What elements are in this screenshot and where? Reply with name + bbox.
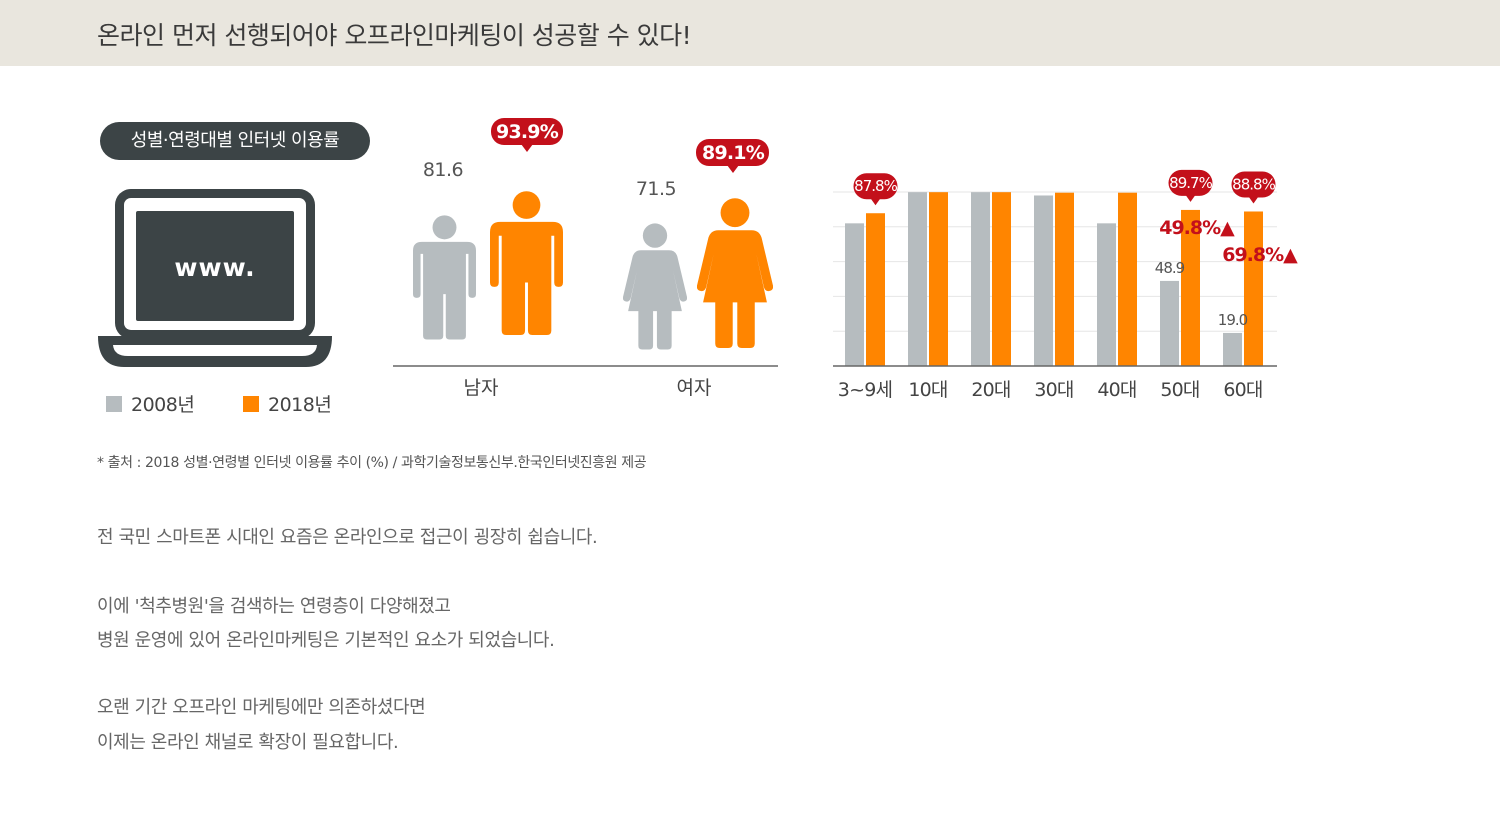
page-title: 온라인 먼저 선행되어야 오프라인마케팅이 성공할 수 있다! [97,21,692,50]
woman-2018-value: 89.1% [702,142,765,164]
legend-2018: 2018년 [243,390,332,417]
bar-value-label: 48.9 [1155,259,1185,277]
body-paragraph-1: 전 국민 스마트폰 시대인 요즘은 온라인으로 접근이 굉장히 쉽습니다. [97,527,598,548]
man-figure-2008 [413,215,476,340]
source-note: * 출처 : 2018 성별·연령별 인터넷 이용률 추이 (%) / 과학기술… [97,455,647,471]
legend-swatch-orange [243,395,259,412]
man-2018-value: 93.9% [496,121,559,143]
woman-2018-callout: 89.1% [696,139,769,173]
bar-2008 [908,192,927,366]
legend-label-2018: 2018년 [268,394,332,416]
bar-value-label: 19.0 [1218,311,1248,329]
callout-value: 87.8% [854,177,897,195]
man-figure-2018 [490,191,563,335]
age-category-label: 3~9세 [838,379,892,401]
bar-2018 [992,192,1011,366]
gender-label-female: 여자 [677,377,712,399]
bar-2018 [1244,211,1263,366]
age-category-label: 30대 [1034,379,1073,401]
bar-2008 [1223,332,1242,366]
callout-value: 89.7% [1169,174,1212,192]
growth-annotation: 49.8%▲ [1159,217,1235,239]
woman-2008-value: 71.5 [636,178,676,200]
bar-2008 [1097,223,1116,366]
bar-2008 [1160,280,1179,366]
age-category-label: 20대 [971,379,1010,401]
gender-label-male: 남자 [464,377,499,399]
bar-2018 [1055,192,1074,366]
body-paragraph-2-line-1: 이에 '척추병원'을 검색하는 연령층이 다양해졌고 [97,596,451,617]
age-category-label: 50대 [1160,379,1199,401]
legend-2008: 2008년 [106,390,195,417]
laptop-icon: www. [98,189,332,367]
woman-figure-2008 [623,223,687,350]
bar-2018 [866,213,885,366]
bar-2018 [1118,192,1137,366]
callout-bubble [853,173,898,200]
body-paragraph-2-line-2: 병원 운영에 있어 온라인마케팅은 기본적인 요소가 되었습니다. [97,630,555,651]
body-paragraph-3-line-1: 오랜 기간 오프라인 마케팅에만 의존하셨다면 [97,697,426,718]
callout-bubble [1231,171,1276,198]
laptop-www-text: www. [174,253,255,282]
growth-annotation: 69.8%▲ [1222,244,1298,266]
age-chart: 3~9세 10대 20대 30대 40대 50대 60대 87.8% 48.9 89.7% 19.0… [833,169,1299,401]
chart-badge: 성별·연령대별 인터넷 이용률 [100,122,370,160]
bar-2008 [1034,195,1053,366]
callout-pointer [1248,196,1259,204]
bar-2008 [845,223,864,366]
age-category-label: 10대 [908,379,947,401]
bar-2018 [1181,209,1200,366]
body-paragraph-3-line-2: 이제는 온라인 채널로 확장이 필요합니다. [97,732,399,753]
age-category-label: 60대 [1223,379,1262,401]
callout-bubble [1168,169,1213,196]
man-2018-callout: 93.9% [491,118,563,152]
bar-2018 [929,192,948,366]
legend-label-2008: 2008년 [131,394,195,416]
legend-swatch-grey [106,395,122,412]
age-category-label: 40대 [1097,379,1136,401]
bar-2008 [971,192,990,366]
callout-value: 88.8% [1232,175,1275,193]
gender-chart: 81.6 71.5 93.9% 89.1% 남자 여자 [393,118,778,399]
header-bar: 온라인 먼저 선행되어야 오프라인마케팅이 성공할 수 있다! [0,0,1500,66]
callout-pointer [870,198,881,206]
woman-figure-2018 [697,198,773,348]
man-2008-value: 81.6 [423,159,463,181]
callout-pointer [1185,194,1196,202]
